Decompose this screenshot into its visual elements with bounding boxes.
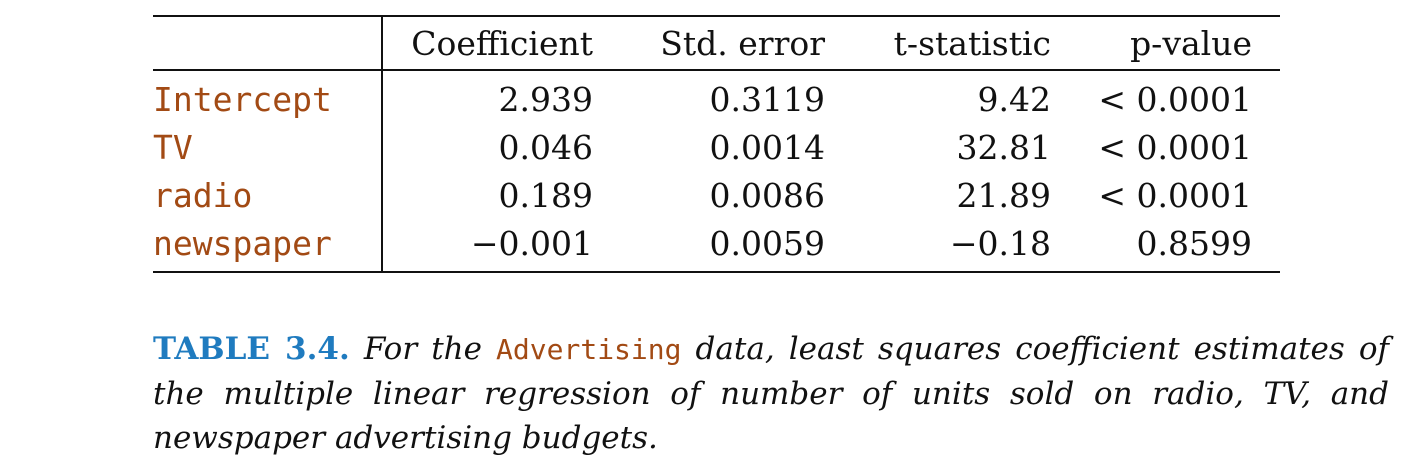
row-t-statistic: 32.81 — [956, 127, 1051, 167]
header-variable — [153, 16, 383, 71]
row-std-error: 0.0014 — [709, 127, 825, 167]
row-p-value: < 0.0001 — [1098, 79, 1252, 119]
table-header-row: Coefficient Std. error t-statistic p-val… — [153, 16, 1280, 71]
row-coefficient: 2.939 — [498, 79, 593, 119]
row-std-error: 0.0059 — [709, 223, 825, 263]
row-std-error: 0.0086 — [709, 175, 825, 215]
row-t-statistic: −0.18 — [949, 223, 1051, 263]
table-row: Intercept 2.939 0.3119 9.42 < 0.0001 — [153, 70, 1280, 123]
caption-text-after: data, least squares coefficient estimate… — [153, 331, 1389, 456]
row-t-statistic: 21.89 — [956, 175, 1051, 215]
table-row: radio 0.189 0.0086 21.89 < 0.0001 — [153, 171, 1280, 219]
row-coefficient: 0.189 — [498, 175, 593, 215]
row-coefficient: −0.001 — [470, 223, 593, 263]
row-variable: Intercept — [153, 70, 383, 123]
row-p-value: < 0.0001 — [1098, 175, 1252, 215]
row-variable: newspaper — [153, 219, 383, 272]
regression-table: Coefficient Std. error t-statistic p-val… — [153, 15, 1280, 273]
header-p-value: p-value — [1057, 16, 1280, 71]
row-t-statistic: 9.42 — [977, 79, 1051, 119]
caption-label: TABLE 3.4. — [153, 331, 350, 367]
header-t-statistic: t-statistic — [831, 16, 1057, 71]
row-variable: TV — [153, 123, 383, 171]
row-variable: radio — [153, 171, 383, 219]
header-std-error: Std. error — [599, 16, 831, 71]
table-row: newspaper −0.001 0.0059 −0.18 0.8599 — [153, 219, 1280, 272]
caption-dataset-name: Advertising — [496, 333, 682, 366]
table-row: TV 0.046 0.0014 32.81 < 0.0001 — [153, 123, 1280, 171]
row-coefficient: 0.046 — [498, 127, 593, 167]
header-coefficient: Coefficient — [382, 16, 599, 71]
table-caption: TABLE 3.4. For the Advertising data, lea… — [153, 327, 1389, 460]
row-p-value: < 0.0001 — [1098, 127, 1252, 167]
caption-text-before: For the — [363, 331, 482, 367]
row-p-value: 0.8599 — [1136, 223, 1252, 263]
row-std-error: 0.3119 — [709, 79, 825, 119]
